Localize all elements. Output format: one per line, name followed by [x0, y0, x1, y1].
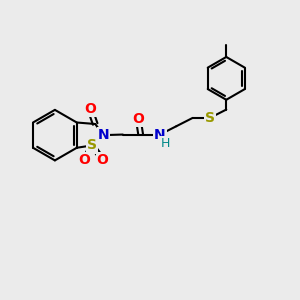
Text: S: S: [205, 111, 215, 125]
Text: H: H: [161, 137, 170, 150]
Text: O: O: [97, 153, 109, 167]
Text: N: N: [154, 128, 166, 142]
Text: S: S: [87, 138, 97, 152]
Text: O: O: [132, 112, 144, 126]
Text: N: N: [98, 128, 109, 142]
Text: O: O: [78, 153, 90, 167]
Text: O: O: [84, 101, 96, 116]
